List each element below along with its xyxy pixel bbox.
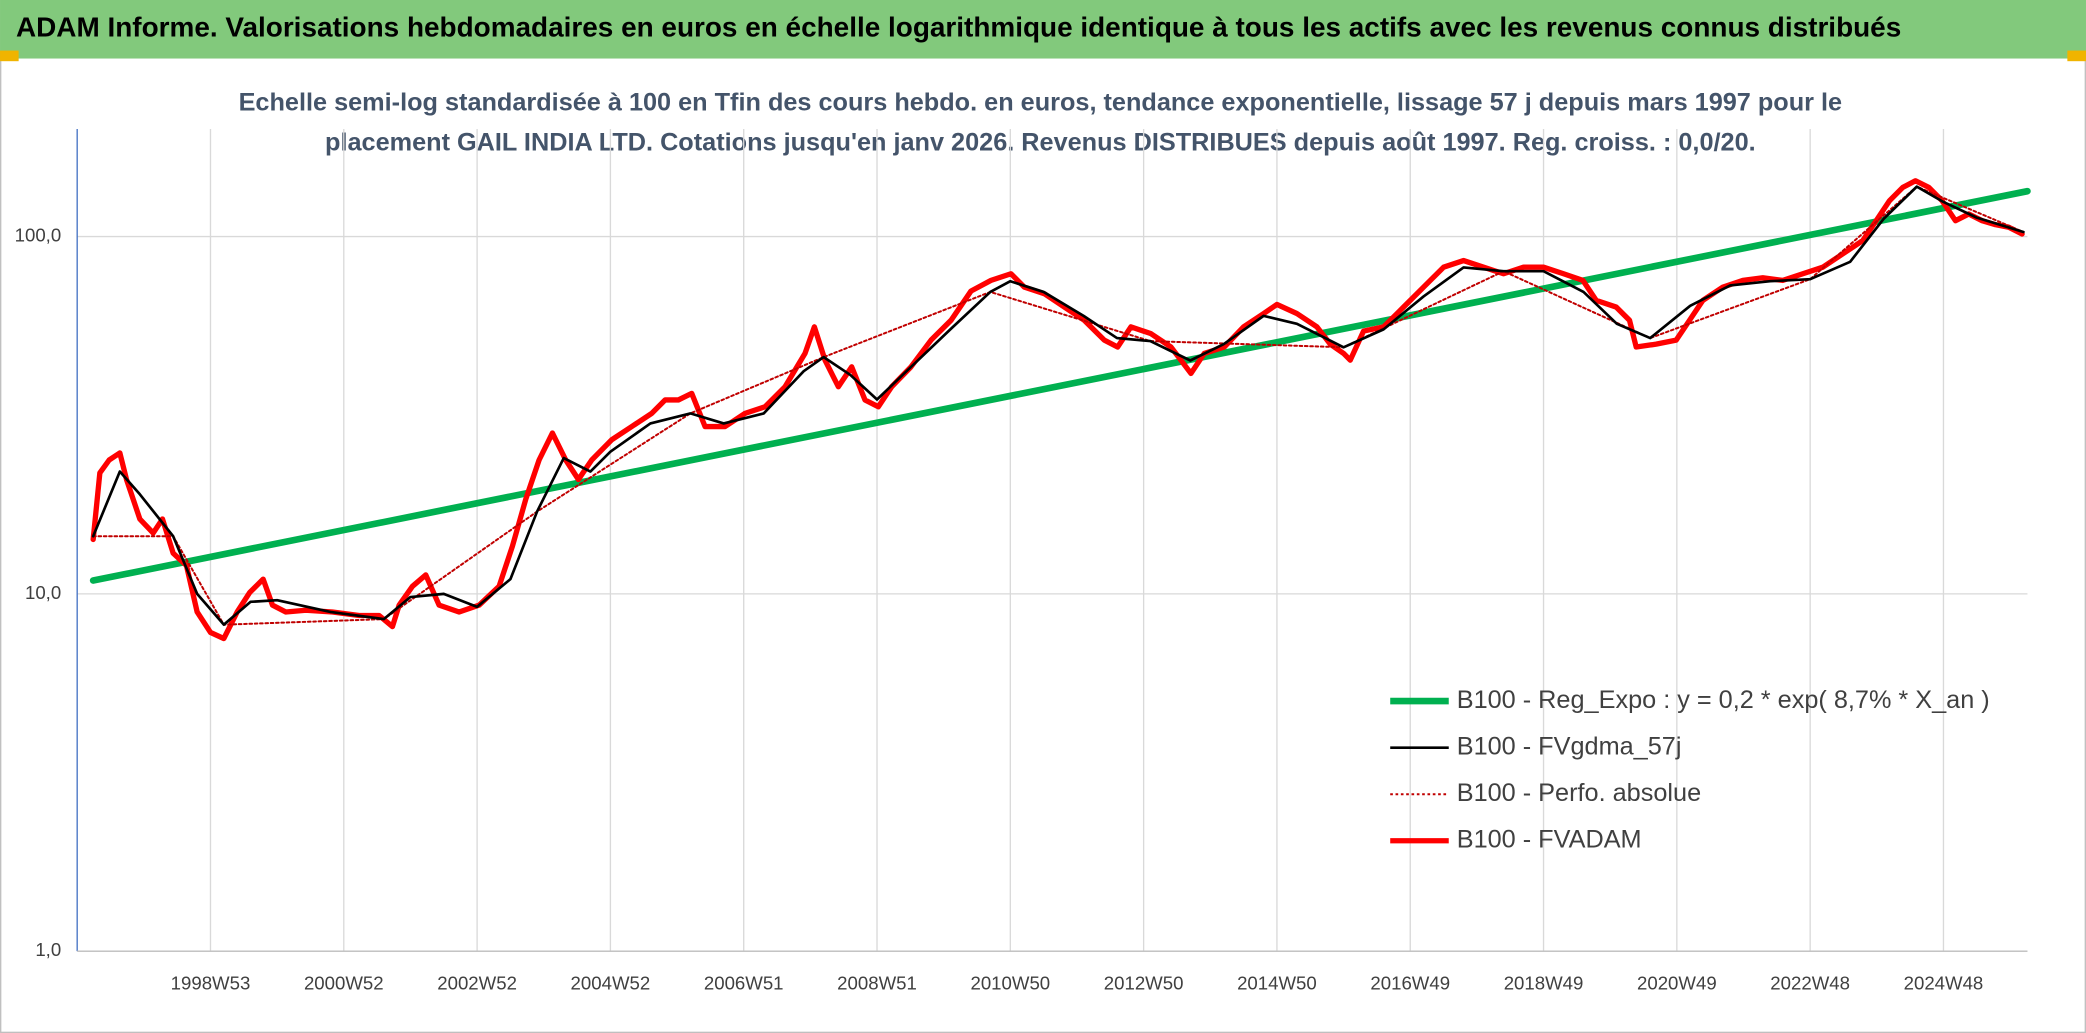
x-tick-label: 2018W49 [1504, 972, 1584, 993]
legend-label: B100 - FVADAM [1457, 825, 1642, 853]
corner-mark [0, 50, 19, 62]
legend-label: B100 - Perfo. absolue [1457, 779, 1701, 807]
corner-mark [2067, 50, 2086, 62]
plot-area [89, 178, 2031, 642]
x-tick-label: 2004W52 [571, 972, 651, 993]
x-tick-label: 2022W48 [1770, 972, 1850, 993]
series-line [91, 185, 2025, 627]
x-tick-label: 2000W52 [304, 972, 384, 993]
grid [77, 129, 2028, 952]
x-tick-label: 2010W50 [970, 972, 1050, 993]
x-tick-label: 2012W50 [1104, 972, 1184, 993]
y-tick-label: 1,0 [35, 939, 61, 960]
legend-label: B100 - Reg_Expo : y = 0,2 * exp( 8,7% * … [1457, 686, 1990, 714]
legend: B100 - Reg_Expo : y = 0,2 * exp( 8,7% * … [1390, 686, 1990, 853]
chart-subtitle: placement GAIL INDIA LTD. Cotations jusq… [325, 128, 1756, 156]
title-bar [0, 0, 2086, 59]
x-tick-label: 2014W50 [1237, 972, 1317, 993]
x-tick-label: 2006W51 [704, 972, 784, 993]
legend-label: B100 - FVgdma_57j [1457, 732, 1682, 760]
chart-title: ADAM Informe. Valorisations hebdomadaire… [16, 12, 1901, 43]
x-tick-label: 2016W49 [1370, 972, 1450, 993]
x-tick-label: 1998W53 [171, 972, 251, 993]
y-tick-label: 10,0 [25, 582, 61, 603]
x-tick-label: 2024W48 [1904, 972, 1984, 993]
x-tick-label: 2008W51 [837, 972, 917, 993]
x-tick-label: 2002W52 [437, 972, 517, 993]
chart-subtitle: Echelle semi-log standardisée à 100 en T… [239, 88, 1843, 116]
x-tick-label: 2020W49 [1637, 972, 1717, 993]
y-tick-label: 100,0 [15, 225, 62, 246]
series-line [89, 187, 2031, 584]
